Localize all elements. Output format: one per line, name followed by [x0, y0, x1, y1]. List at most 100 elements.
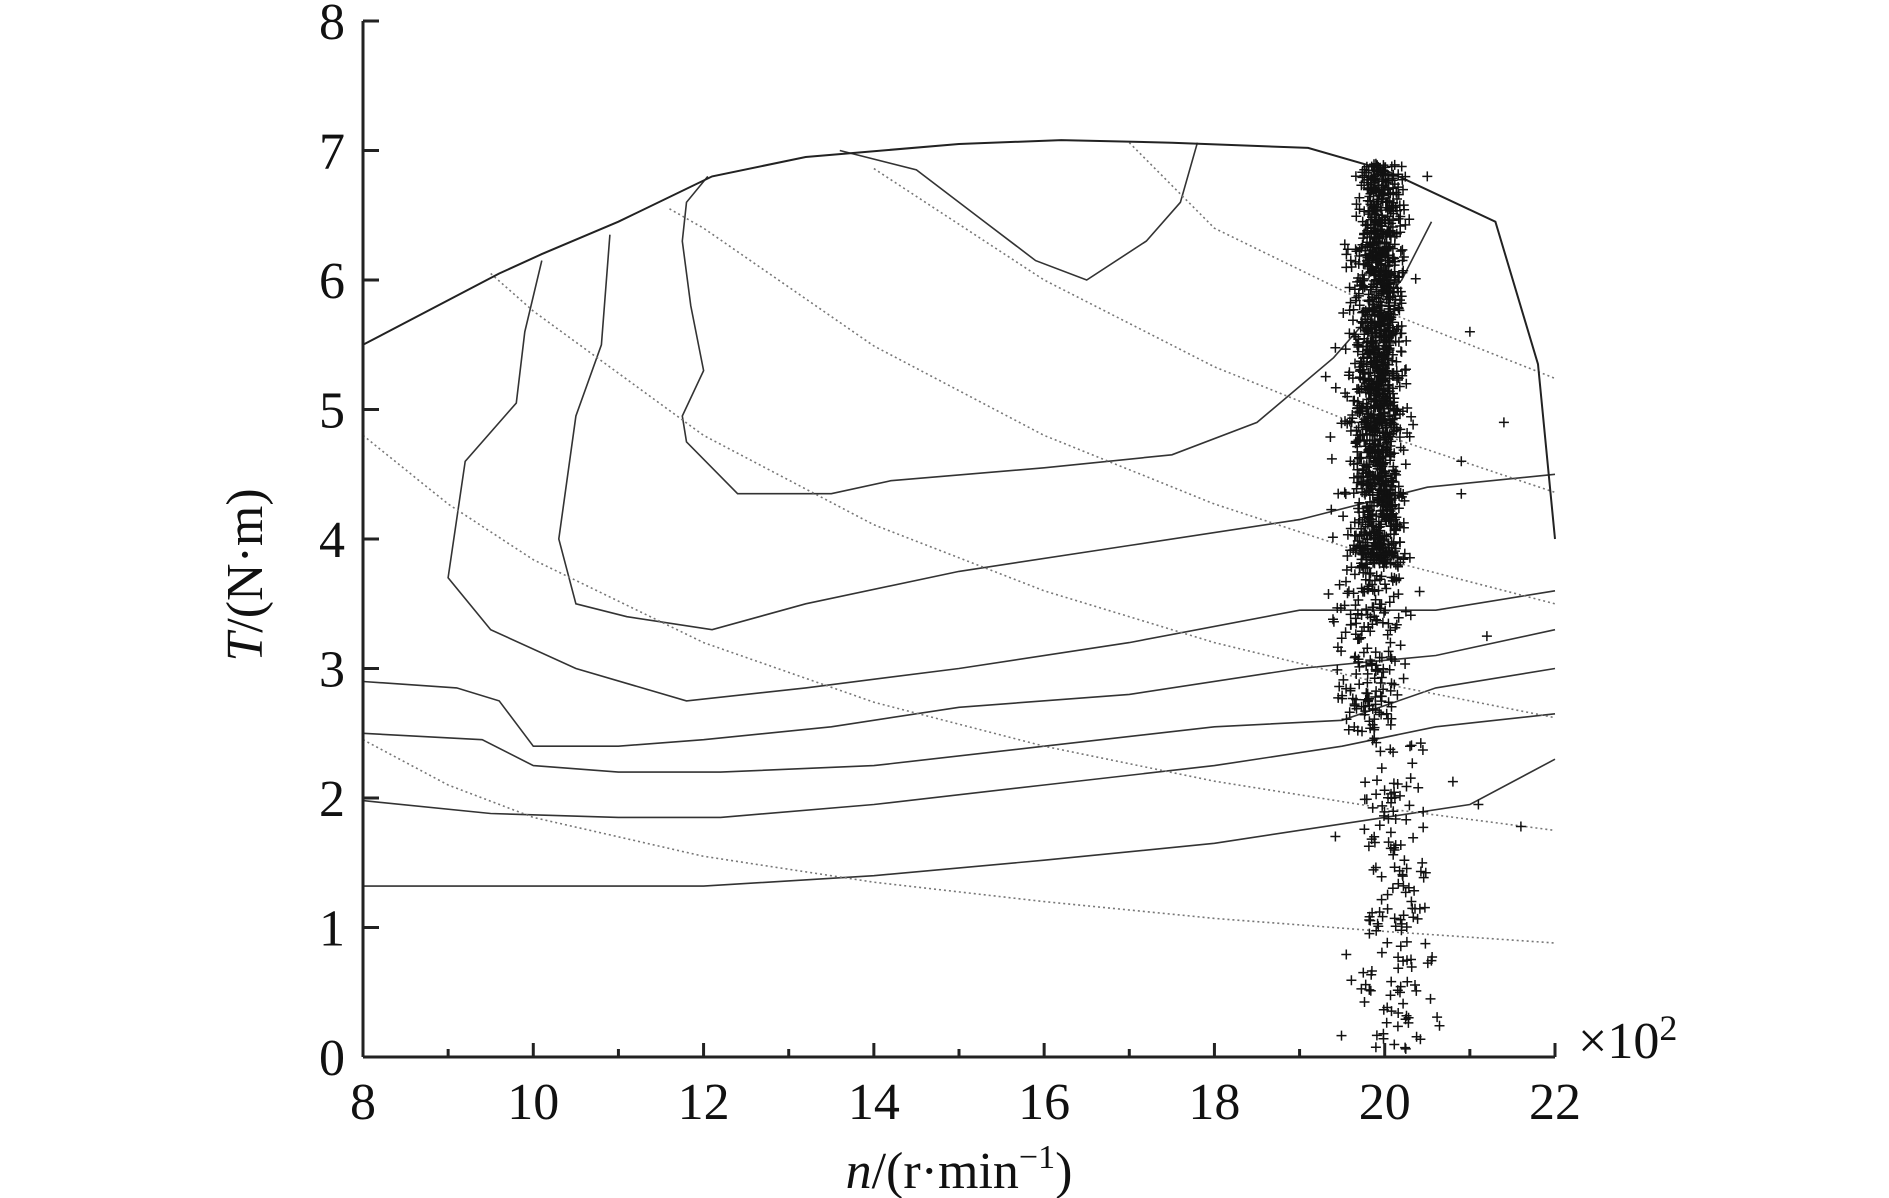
operating-point — [1374, 707, 1385, 718]
operating-point — [1362, 643, 1373, 654]
operating-point — [1373, 541, 1384, 551]
operating-point — [1396, 161, 1407, 172]
operating-point — [1388, 591, 1399, 602]
x-ticks: 8 10 12 14 16 18 20 22 — [350, 1043, 1581, 1131]
operating-point — [1341, 714, 1352, 725]
efficiency-contour-line — [362, 667, 1556, 773]
operating-point — [1380, 431, 1391, 441]
operating-point — [1335, 603, 1346, 614]
operating-point — [1385, 205, 1396, 216]
operating-point — [1388, 806, 1399, 817]
operating-point — [1415, 866, 1426, 877]
operating-point — [1348, 472, 1359, 483]
operating-point — [1401, 814, 1412, 825]
operating-point — [1372, 377, 1383, 388]
operating-point — [1354, 192, 1365, 203]
operating-point — [1387, 475, 1397, 486]
operating-point — [1344, 282, 1355, 293]
operating-point — [1381, 583, 1392, 594]
operating-point — [1369, 306, 1380, 317]
operating-point — [1375, 678, 1386, 688]
operating-point — [1392, 519, 1403, 530]
operating-point — [1358, 353, 1369, 364]
operating-point — [1358, 701, 1369, 712]
operating-point — [1390, 514, 1400, 525]
operating-point — [1350, 600, 1361, 611]
operating-point — [1375, 521, 1385, 532]
operating-point — [1389, 679, 1400, 690]
operating-point — [1386, 701, 1397, 712]
operating-point — [1371, 282, 1382, 293]
operating-point — [1389, 913, 1400, 924]
operating-point — [1382, 889, 1393, 900]
y-tick-label: 1 — [319, 901, 345, 958]
operating-point — [1369, 370, 1380, 381]
operating-point — [1427, 952, 1438, 962]
operating-point — [1377, 617, 1388, 628]
operating-point — [1410, 273, 1421, 284]
operating-point — [1364, 295, 1375, 306]
operating-point — [1360, 694, 1371, 705]
operating-point — [1383, 260, 1393, 271]
operating-point — [1385, 450, 1395, 461]
operating-point — [1374, 470, 1385, 481]
operating-point — [1330, 831, 1341, 842]
operating-point — [1397, 869, 1408, 880]
operating-point — [1344, 707, 1355, 718]
operating-point — [1390, 921, 1401, 932]
operating-point — [1385, 990, 1396, 1001]
operating-point — [1342, 551, 1353, 561]
operating-point — [1422, 958, 1433, 969]
efficiency-contour-line — [363, 758, 1556, 887]
operating-point — [1401, 781, 1412, 792]
operating-point — [1372, 176, 1383, 186]
operating-point — [1356, 558, 1367, 569]
operating-point — [1404, 800, 1415, 811]
operating-point — [1369, 208, 1380, 219]
x-tick-label: 18 — [1188, 1074, 1240, 1131]
operating-point — [1356, 529, 1367, 540]
x-tick-label: 12 — [678, 1074, 730, 1131]
x-axis-label: n/(r·min−1) — [846, 1139, 1073, 1198]
operating-point — [1359, 709, 1370, 720]
operating-point — [1377, 284, 1387, 295]
operating-point — [1375, 574, 1385, 585]
operating-point — [1420, 938, 1431, 949]
operating-point — [1348, 459, 1359, 470]
operating-point — [1383, 403, 1394, 414]
operating-point — [1376, 251, 1387, 262]
operating-point — [1382, 903, 1393, 914]
operating-point — [1352, 403, 1363, 414]
operating-point — [1400, 1042, 1411, 1053]
operating-point — [1409, 885, 1420, 896]
operating-point — [1367, 907, 1378, 918]
operating-point — [1374, 434, 1385, 444]
operating-point — [1369, 831, 1380, 842]
operating-point — [1370, 664, 1381, 675]
operating-point — [1370, 692, 1381, 702]
operating-point — [1407, 758, 1418, 769]
operating-point — [1380, 331, 1391, 342]
operating-point — [1383, 218, 1394, 228]
operating-point — [1357, 586, 1368, 597]
operating-point — [1334, 579, 1345, 590]
operating-point — [1351, 199, 1362, 210]
operating-point — [1379, 432, 1390, 443]
operating-point — [1388, 508, 1399, 519]
operating-point — [1369, 478, 1380, 489]
operating-point — [1376, 383, 1387, 394]
operating-point — [1393, 503, 1404, 514]
operating-point — [1380, 477, 1391, 488]
operating-point — [1382, 629, 1393, 640]
operating-point — [1349, 569, 1360, 580]
operating-point — [1348, 315, 1358, 326]
operating-point — [1473, 799, 1484, 810]
operating-point — [1348, 588, 1359, 599]
operating-point — [1371, 925, 1382, 936]
operating-point — [1376, 475, 1386, 486]
operating-point — [1354, 453, 1365, 464]
operating-point — [1360, 424, 1371, 435]
operating-point — [1358, 567, 1369, 578]
operating-point — [1393, 952, 1404, 963]
